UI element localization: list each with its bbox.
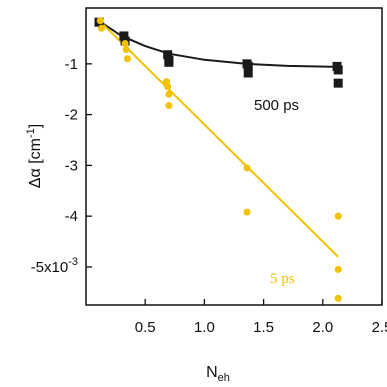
annotation-5ps: 5 ps [270, 271, 295, 287]
x-tick-label: 2.5 [372, 319, 387, 336]
point-5ps [123, 55, 131, 63]
data-points [94, 17, 343, 302]
x-tick-label: 1.0 [194, 319, 215, 336]
x-axis-ticks: 0.5 1.0 1.5 2.0 2.5 [135, 299, 387, 336]
point-500ps [163, 50, 173, 60]
y-tick-label: -4 [65, 208, 78, 225]
point-5ps [334, 294, 342, 302]
x-axis-title-main: N [206, 364, 218, 381]
point-5ps [334, 265, 342, 273]
point-500ps [333, 78, 343, 88]
point-5ps [243, 208, 251, 216]
y-axis-title-main: Δα [cm [27, 138, 44, 188]
y-axis-title: Δα [cm-1] [25, 124, 44, 188]
plot-frame [85, 7, 383, 306]
point-500ps [243, 61, 253, 71]
fit-lines [97, 18, 339, 258]
y-axis-ticks: -1 -2 -3 -4 -5x10-3 [31, 56, 92, 276]
point-5ps [243, 164, 251, 172]
point-500ps [164, 57, 174, 67]
point-5ps [164, 83, 172, 91]
point-5ps [165, 101, 173, 109]
point-5ps [97, 24, 105, 32]
y-tick-label: -5x10-3 [31, 256, 78, 276]
x-tick-label: 2.0 [312, 319, 333, 336]
fit-line-500ps [97, 19, 339, 68]
annotation-500ps: 500 ps [254, 97, 299, 114]
point-5ps [122, 46, 130, 54]
point-5ps [96, 17, 104, 25]
point-5ps [165, 90, 173, 98]
point-500ps [333, 65, 343, 75]
y-tick-exponent: -3 [68, 256, 78, 268]
point-500ps [243, 68, 253, 78]
x-axis-title: Neh [206, 364, 230, 384]
y-tick-label: -3 [65, 157, 78, 174]
point-500ps [119, 31, 129, 41]
y-tick-label: -2 [65, 107, 78, 124]
y-axis-title-close: ] [27, 124, 44, 128]
point-5ps [334, 212, 342, 220]
y-tick-label: -1 [65, 56, 78, 73]
fit-line-5ps [97, 18, 339, 258]
x-axis-title-sub: eh [218, 372, 230, 384]
x-tick-label: 1.5 [253, 319, 274, 336]
y-axis-title-sup: -1 [25, 128, 37, 138]
x-tick-label: 0.5 [135, 319, 156, 336]
point-5ps [121, 40, 129, 48]
